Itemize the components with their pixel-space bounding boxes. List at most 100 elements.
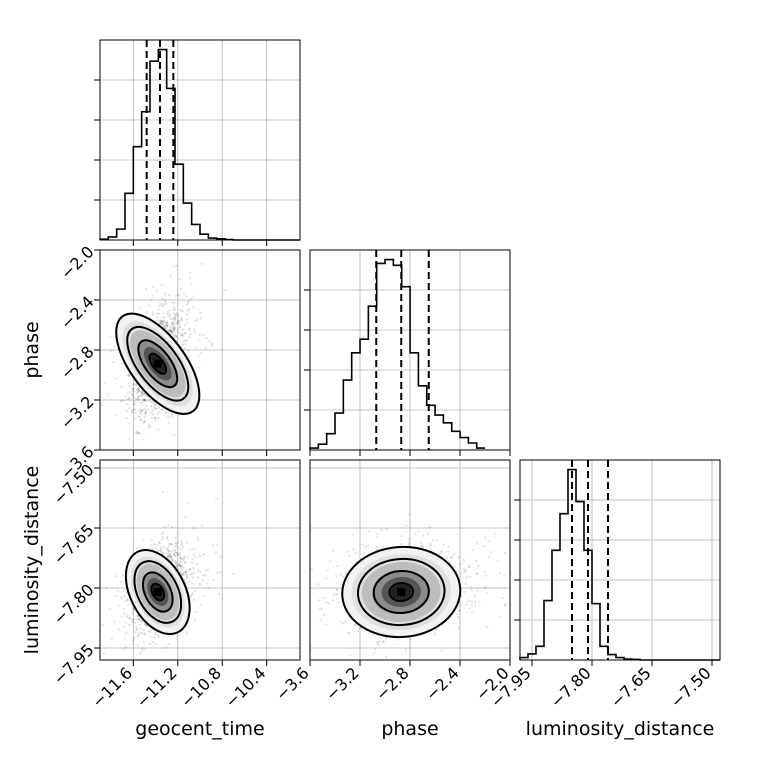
sample-point	[162, 546, 165, 549]
sample-point	[153, 636, 156, 639]
sample-point	[140, 411, 143, 414]
sample-point	[191, 573, 194, 576]
sample-point	[142, 392, 145, 395]
sample-point	[149, 544, 152, 547]
sample-point	[320, 607, 323, 610]
sample-point	[126, 374, 129, 377]
sample-point	[459, 563, 462, 566]
sample-point	[173, 319, 176, 322]
sample-point	[162, 319, 165, 322]
sample-point	[484, 574, 487, 577]
sample-point	[151, 413, 154, 416]
sample-point	[463, 559, 466, 562]
x-tick-label: −7.50	[667, 663, 715, 711]
sample-point	[376, 533, 379, 536]
sample-point	[170, 330, 173, 334]
sample-point	[150, 628, 153, 631]
sample-point	[138, 415, 141, 418]
sample-point	[162, 551, 165, 554]
sample-point	[176, 336, 179, 339]
sample-point	[126, 392, 130, 395]
sample-point	[115, 575, 118, 578]
sample-point	[346, 550, 349, 554]
sample-point	[174, 536, 177, 540]
sample-point	[365, 545, 368, 548]
sample-point	[141, 538, 144, 541]
sample-point	[180, 309, 183, 312]
sample-point	[114, 413, 117, 416]
sample-point	[131, 393, 134, 397]
y-tick-label: −2.0	[57, 242, 98, 283]
sample-point	[185, 576, 188, 579]
sample-point	[191, 591, 194, 595]
sample-point	[476, 590, 479, 593]
sample-point	[178, 331, 181, 334]
sample-point	[142, 641, 145, 644]
sample-point	[153, 406, 156, 409]
sample-point	[420, 544, 423, 547]
sample-point	[182, 559, 185, 562]
sample-point	[180, 334, 183, 337]
sample-point	[134, 397, 137, 400]
sample-point	[165, 321, 169, 324]
sample-point	[173, 326, 176, 330]
sample-point	[189, 333, 192, 336]
sample-point	[160, 322, 163, 325]
sample-point	[170, 543, 173, 546]
sample-point	[135, 384, 138, 387]
sample-point	[163, 316, 166, 319]
sample-point	[138, 623, 141, 627]
sample-point	[173, 328, 176, 331]
sample-point	[381, 546, 384, 549]
sample-point	[114, 345, 117, 348]
sample-point	[184, 561, 187, 564]
sample-point	[175, 542, 178, 545]
sample-point	[501, 597, 504, 600]
sample-point	[372, 633, 375, 637]
sample-point	[288, 571, 290, 573]
sample-point	[131, 441, 134, 444]
sample-point	[168, 315, 172, 318]
sample-point	[160, 320, 163, 323]
sample-point	[128, 422, 131, 425]
sample-point	[182, 310, 185, 313]
sample-point	[160, 304, 163, 307]
sample-point	[193, 328, 196, 331]
sample-point	[125, 616, 128, 619]
sample-point	[160, 284, 163, 287]
sample-point	[135, 628, 138, 631]
sample-point	[140, 410, 143, 413]
sample-point	[345, 572, 348, 575]
sample-point	[163, 320, 167, 324]
sample-point	[124, 621, 128, 624]
sample-point	[139, 401, 142, 404]
sample-point	[155, 407, 158, 410]
sample-point	[131, 620, 134, 624]
sample-point	[176, 312, 179, 315]
sample-point	[188, 336, 191, 339]
sample-point	[216, 543, 219, 546]
sample-point	[310, 568, 313, 571]
x-tick-label: −11.2	[133, 663, 181, 711]
sample-point	[170, 413, 173, 416]
sample-point	[176, 264, 179, 267]
density-peak	[397, 588, 406, 596]
sample-point	[142, 399, 145, 402]
sample-point	[171, 329, 174, 332]
sample-point	[161, 531, 164, 534]
sample-point	[206, 582, 209, 585]
sample-point	[326, 569, 329, 572]
sample-point	[146, 395, 149, 398]
sample-point	[132, 639, 135, 642]
sample-point	[161, 532, 164, 535]
sample-point	[159, 322, 162, 325]
sample-point	[148, 304, 151, 307]
sample-point	[169, 553, 172, 556]
sample-point	[445, 555, 448, 558]
sample-point	[144, 623, 147, 626]
sample-point	[189, 595, 192, 598]
sample-point	[172, 308, 175, 312]
sample-point	[211, 344, 214, 347]
sample-point	[187, 328, 190, 331]
sample-point	[179, 566, 183, 569]
